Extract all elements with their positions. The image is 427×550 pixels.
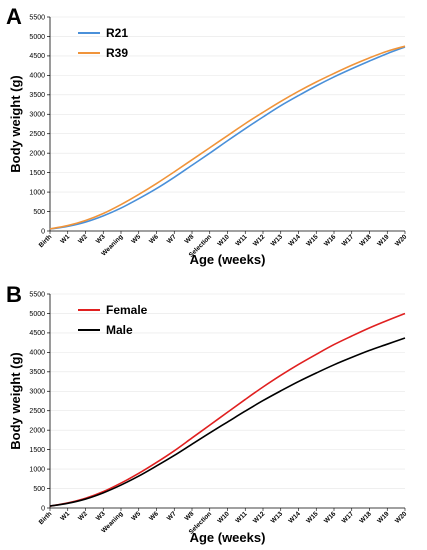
y-tick-label: 3000 (29, 389, 45, 396)
y-tick-label: 4000 (29, 350, 45, 357)
legend-label: R39 (106, 46, 128, 60)
y-tick-label: 1500 (29, 447, 45, 454)
x-tick-label: W5 (130, 233, 142, 245)
panel-b-y-axis-title: Body weight (g) (8, 352, 23, 450)
y-tick-label: 3000 (29, 112, 45, 119)
y-tick-label: 3500 (29, 369, 45, 376)
x-tick-label: W18 (359, 233, 374, 248)
y-tick-label: 3500 (29, 92, 45, 99)
x-tick-label: W7 (166, 510, 178, 522)
x-tick-label: W15 (305, 233, 320, 248)
x-tick-label: W11 (235, 233, 249, 247)
panel-b-y-ticks: 0 500 1000 1500 2000 2500 3000 3500 4000 4500 5000… (29, 291, 50, 512)
x-tick-label: W13 (270, 233, 285, 248)
x-tick-label: W19 (376, 233, 391, 248)
panel-a-y-axis-title: Body weight (g) (8, 75, 23, 173)
series-line-male (49, 337, 406, 507)
x-tick-label: W2 (77, 233, 89, 245)
x-tick-label: W20 (394, 510, 409, 525)
x-tick-label: W12 (252, 510, 267, 525)
legend-label: R21 (106, 26, 128, 40)
series-line-r39 (49, 45, 406, 230)
x-tick-label: W13 (270, 510, 285, 525)
y-tick-label: 1000 (29, 466, 45, 473)
y-tick-label: 500 (33, 209, 45, 216)
x-tick-label: W3 (95, 233, 107, 245)
panel-a-gridlines (50, 16, 405, 212)
panel-b-series (49, 312, 406, 507)
y-tick-label: 4500 (29, 53, 45, 60)
x-tick-label: W20 (394, 233, 409, 248)
panel-a-y-ticks: 0 500 1000 1500 2000 2500 3000 3500 4000 4500 5000… (29, 14, 50, 235)
panel-b: B 0 500 1000 1500 2000 2500 3000 3500 4000 4500 50… (6, 282, 409, 545)
y-tick-label: 4000 (29, 73, 45, 80)
x-tick-label: W7 (166, 233, 178, 245)
panel-a-series (49, 45, 406, 230)
panel-b-gridlines (50, 293, 405, 489)
y-tick-label: 5500 (29, 291, 45, 298)
x-tick-label: Birth (38, 510, 54, 526)
panel-letter-a: A (6, 4, 22, 29)
panel-a-x-axis-title: Age (weeks) (190, 252, 266, 267)
y-tick-label: 5500 (29, 14, 45, 21)
x-tick-label: W6 (148, 510, 160, 522)
x-tick-label: W2 (77, 510, 89, 522)
series-line-r21 (49, 46, 406, 230)
x-tick-label: W6 (148, 233, 160, 245)
panel-a: A 0 500 1000 1500 2000 2500 3000 3500 4000 4500 50… (6, 4, 409, 267)
panel-b-legend: Female Male (78, 303, 148, 337)
x-tick-label: W15 (305, 510, 320, 525)
y-tick-label: 1000 (29, 189, 45, 196)
series-line-female (49, 312, 406, 507)
x-tick-label: W11 (235, 510, 249, 524)
x-tick-label: W1 (59, 510, 71, 522)
x-tick-label: W17 (341, 233, 356, 248)
x-tick-label: W16 (323, 233, 338, 248)
x-tick-label: W10 (217, 233, 232, 248)
panel-a-axes (49, 17, 405, 232)
y-tick-label: 4500 (29, 330, 45, 337)
x-tick-label: W1 (59, 233, 71, 245)
x-tick-label: W14 (288, 510, 303, 525)
x-tick-label: W12 (252, 233, 267, 248)
x-tick-label: W14 (288, 233, 303, 248)
legend-label: Female (106, 303, 148, 317)
legend-label: Male (106, 323, 133, 337)
x-tick-label: W3 (95, 510, 107, 522)
y-tick-label: 2500 (29, 131, 45, 138)
panel-b-x-axis-title: Age (weeks) (190, 530, 266, 545)
y-tick-label: 2500 (29, 408, 45, 415)
x-tick-label: W17 (341, 510, 356, 525)
x-tick-label: W16 (323, 510, 338, 525)
y-tick-label: 500 (33, 486, 45, 493)
x-tick-label: W8 (184, 510, 196, 522)
y-tick-label: 0 (41, 228, 45, 235)
y-tick-label: 5000 (29, 311, 45, 318)
y-tick-label: 0 (41, 505, 45, 512)
panel-letter-b: B (6, 282, 22, 307)
x-tick-label: W5 (130, 510, 142, 522)
x-tick-label: W10 (217, 510, 232, 525)
x-tick-label: Birth (38, 233, 54, 249)
x-tick-label: W19 (376, 510, 391, 525)
y-tick-label: 2000 (29, 150, 45, 157)
y-tick-label: 5000 (29, 34, 45, 41)
x-tick-label: W18 (359, 510, 374, 525)
panel-b-axes (49, 294, 405, 509)
y-tick-label: 1500 (29, 170, 45, 177)
x-tick-label: W8 (184, 233, 196, 245)
y-tick-label: 2000 (29, 427, 45, 434)
